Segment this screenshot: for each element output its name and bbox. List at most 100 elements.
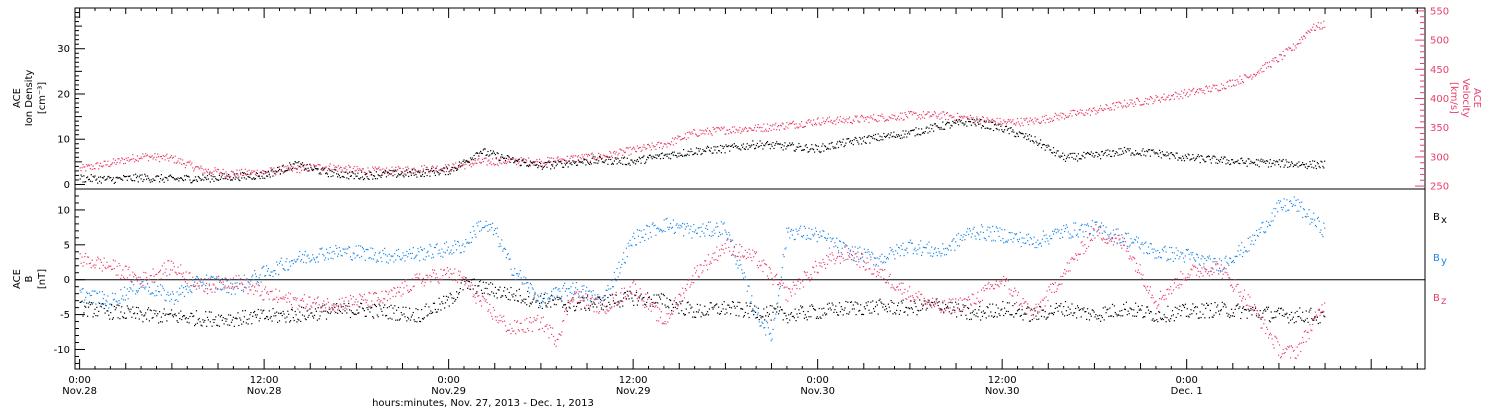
velocity-point bbox=[127, 157, 129, 159]
bx-point bbox=[612, 300, 614, 302]
bx-point bbox=[1103, 319, 1105, 321]
density-point bbox=[225, 177, 227, 179]
density-point bbox=[1239, 163, 1241, 165]
velocity-point bbox=[1134, 101, 1136, 103]
velocity-point bbox=[1280, 54, 1282, 56]
by-point bbox=[230, 282, 232, 284]
density-point bbox=[1165, 155, 1167, 157]
density-point bbox=[724, 152, 726, 154]
density-point bbox=[290, 164, 292, 166]
by-point bbox=[265, 274, 267, 277]
velocity-point bbox=[1029, 117, 1031, 119]
velocity-point bbox=[392, 171, 394, 173]
density-point bbox=[886, 134, 888, 136]
velocity-point bbox=[135, 159, 138, 162]
by-point bbox=[251, 276, 253, 278]
density-point bbox=[730, 145, 732, 147]
by-point bbox=[562, 287, 564, 289]
bx-point bbox=[307, 316, 309, 318]
density-point bbox=[663, 154, 665, 156]
bx-point bbox=[170, 313, 172, 315]
velocity-point bbox=[402, 167, 404, 170]
bx-point bbox=[1182, 304, 1184, 306]
density-point bbox=[868, 135, 870, 137]
velocity-point bbox=[360, 169, 362, 171]
bx-point bbox=[1275, 316, 1277, 318]
velocity-point bbox=[1153, 101, 1155, 103]
bx-point bbox=[754, 311, 757, 313]
velocity-point bbox=[1141, 104, 1143, 106]
density-point bbox=[1130, 154, 1132, 156]
density-point bbox=[975, 125, 977, 127]
density-point bbox=[791, 142, 793, 144]
by-point bbox=[478, 221, 480, 223]
density-point bbox=[428, 170, 430, 172]
density-point bbox=[88, 178, 90, 180]
velocity-point bbox=[590, 153, 592, 155]
bx-point bbox=[437, 308, 439, 311]
bx-point bbox=[619, 306, 621, 308]
density-point bbox=[1135, 153, 1138, 155]
velocity-point bbox=[753, 129, 755, 131]
density-point bbox=[1083, 151, 1085, 153]
density-point bbox=[196, 180, 198, 182]
velocity-point bbox=[1195, 90, 1198, 92]
density-point bbox=[626, 157, 628, 159]
bx-point bbox=[483, 292, 485, 294]
bx-point bbox=[275, 315, 277, 317]
by-point bbox=[210, 275, 212, 277]
velocity-point bbox=[222, 168, 224, 170]
density-point bbox=[1028, 138, 1030, 140]
density-point bbox=[421, 173, 424, 176]
bx-point bbox=[119, 318, 121, 320]
by-point bbox=[397, 255, 399, 257]
by-point bbox=[182, 291, 184, 294]
x-axis: 0:00Nov.2812:00Nov.280:00Nov.2912:00Nov.… bbox=[62, 8, 1418, 397]
by-point bbox=[203, 283, 205, 285]
by-point bbox=[440, 255, 442, 257]
velocity-point bbox=[1231, 85, 1233, 88]
density-point bbox=[135, 173, 137, 175]
bx-point bbox=[1186, 308, 1188, 310]
bx-point bbox=[192, 315, 194, 318]
by-point bbox=[254, 273, 257, 275]
bx-point bbox=[422, 318, 424, 320]
velocity-point bbox=[1220, 83, 1222, 85]
density-point bbox=[492, 152, 494, 154]
bx-point bbox=[575, 305, 578, 308]
density-point bbox=[266, 175, 269, 177]
bx-point bbox=[899, 310, 901, 312]
bx-point bbox=[1168, 319, 1170, 321]
by-point bbox=[642, 236, 644, 238]
density-point bbox=[708, 149, 710, 151]
velocity-point bbox=[891, 114, 893, 116]
by-point bbox=[505, 257, 507, 259]
velocity-point bbox=[711, 134, 713, 136]
velocity-point bbox=[450, 170, 452, 172]
velocity-point bbox=[454, 167, 456, 169]
density-point bbox=[499, 159, 501, 161]
bx-point bbox=[1010, 314, 1012, 316]
velocity-point bbox=[165, 155, 167, 157]
by-point bbox=[504, 248, 507, 250]
top-left-tick-label: 20 bbox=[57, 89, 70, 100]
velocity-point bbox=[444, 171, 446, 173]
velocity-point bbox=[839, 115, 841, 118]
by-point bbox=[589, 300, 591, 302]
by-point bbox=[569, 291, 571, 293]
bx-point bbox=[401, 314, 403, 316]
by-point bbox=[367, 249, 369, 251]
density-point bbox=[685, 155, 687, 157]
bx-point bbox=[897, 305, 899, 307]
velocity-point bbox=[307, 170, 309, 172]
density-point bbox=[1146, 150, 1148, 152]
density-point bbox=[606, 156, 608, 158]
density-point bbox=[371, 174, 373, 176]
bx-point bbox=[774, 308, 776, 310]
velocity-point bbox=[1169, 99, 1171, 101]
by-point bbox=[666, 217, 668, 219]
bx-point bbox=[588, 309, 591, 311]
bx-point bbox=[1303, 321, 1305, 323]
density-point bbox=[525, 162, 527, 164]
bx-point bbox=[1247, 308, 1249, 310]
